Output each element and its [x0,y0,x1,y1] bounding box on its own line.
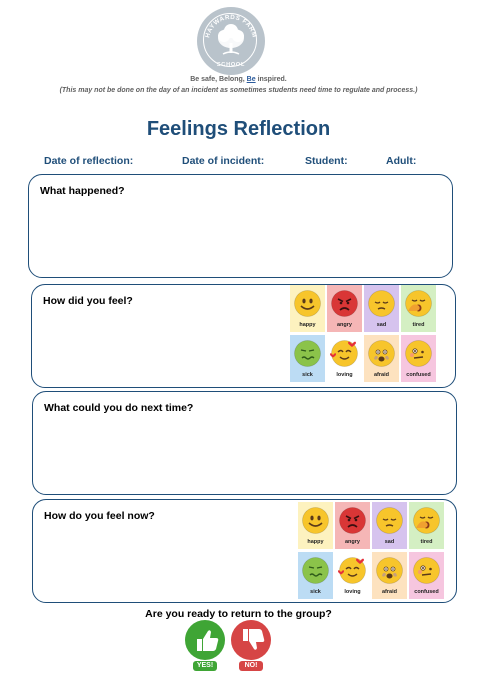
return-question: Are you ready to return to the group? [145,608,332,620]
feeling-before-happy[interactable]: happy [290,285,325,332]
fearful-face-icon [376,557,403,584]
feeling-before-confused[interactable]: confused [401,335,436,382]
what-happened-label: What happened? [40,185,125,197]
svg-text:SCHOOL: SCHOOL [217,62,245,68]
feeling-before-loving[interactable]: loving [327,335,362,382]
feeling-before-sad[interactable]: sad [364,285,399,332]
feeling-before-angry[interactable]: angry [327,285,362,332]
feeling-label: confused [406,372,431,378]
form-fields-row: Date of reflection: Date of incident: St… [0,155,477,169]
feeling-now-tired[interactable]: tired [409,502,444,549]
what-happened-box[interactable]: What happened? [28,174,453,278]
next-time-label: What could you do next time? [44,402,194,414]
feeling-now-loving[interactable]: loving [335,552,370,599]
feeling-label: sad [376,322,387,328]
feelings-grid-now: happy angry sad tired sick loving afraid confus… [298,502,444,599]
feeling-label: happy [299,322,316,328]
no-button[interactable] [231,620,271,660]
feeling-label: happy [307,539,324,545]
feeling-label: sick [302,372,313,378]
feeling-label: confused [414,589,439,595]
feeling-label: angry [337,322,352,328]
feeling-now-sick[interactable]: sick [298,552,333,599]
school-tagline: Be safe, Belong, Be inspired. [0,76,477,83]
thumbs-up-icon [197,630,219,651]
feeling-label: loving [344,589,361,595]
feeling-label: afraid [374,372,389,378]
tagline-prefix: Be safe, Belong, [190,76,245,83]
next-time-box[interactable]: What could you do next time? [32,391,457,495]
angry-face-icon [331,290,358,317]
feeling-now-angry[interactable]: angry [335,502,370,549]
feelings-grid-before: happy angry sad tired sick loving afraid confus… [290,285,436,382]
yes-label: YES! [193,661,217,671]
nauseated-face-icon [294,340,321,367]
feeling-label: loving [336,372,353,378]
how-did-you-feel-label: How did you feel? [43,295,133,307]
sad-face-icon [368,290,395,317]
feeling-now-sad[interactable]: sad [372,502,407,549]
how-feel-now-label: How do you feel now? [44,510,155,522]
feeling-now-happy[interactable]: happy [298,502,333,549]
tree-icon: HAYWARDS FARM SCHOOL [204,14,257,68]
school-logo: HAYWARDS FARM SCHOOL [197,7,265,75]
smiling-face-with-hearts-icon [338,557,366,584]
tagline-be: Be [246,76,256,83]
page-title: Feelings Reflection [146,118,331,140]
adult-field[interactable]: Adult: [386,155,417,167]
date-of-incident-field[interactable]: Date of incident: [182,155,265,167]
student-field[interactable]: Student: [305,155,348,167]
feeling-now-confused[interactable]: confused [409,552,444,599]
no-label: NO! [239,661,263,671]
yawning-face-icon [405,290,432,317]
smiling-face-icon [294,290,321,317]
feeling-label: tired [412,322,425,328]
logo-ring [203,13,257,67]
confused-face-icon [413,557,440,584]
feeling-label: afraid [382,589,397,595]
nauseated-face-icon [302,557,329,584]
tagline-suffix: inspired. [257,76,287,83]
angry-face-icon [339,507,366,534]
smiling-face-with-hearts-icon [330,340,358,367]
feeling-before-afraid[interactable]: afraid [364,335,399,382]
sad-face-icon [376,507,403,534]
confused-face-icon [405,340,432,367]
yes-button[interactable] [185,620,225,660]
timing-note: (This may not be done on the day of an i… [59,87,418,94]
feeling-label: sad [384,539,395,545]
feeling-label: tired [420,539,433,545]
thumbs-down-icon [243,629,265,650]
yawning-face-icon [413,507,440,534]
feeling-before-tired[interactable]: tired [401,285,436,332]
smiling-face-icon [302,507,329,534]
feeling-before-sick[interactable]: sick [290,335,325,382]
feeling-now-afraid[interactable]: afraid [372,552,407,599]
fearful-face-icon [368,340,395,367]
date-of-reflection-field[interactable]: Date of reflection: [44,155,134,167]
feeling-label: sick [310,589,321,595]
feeling-label: angry [345,539,360,545]
